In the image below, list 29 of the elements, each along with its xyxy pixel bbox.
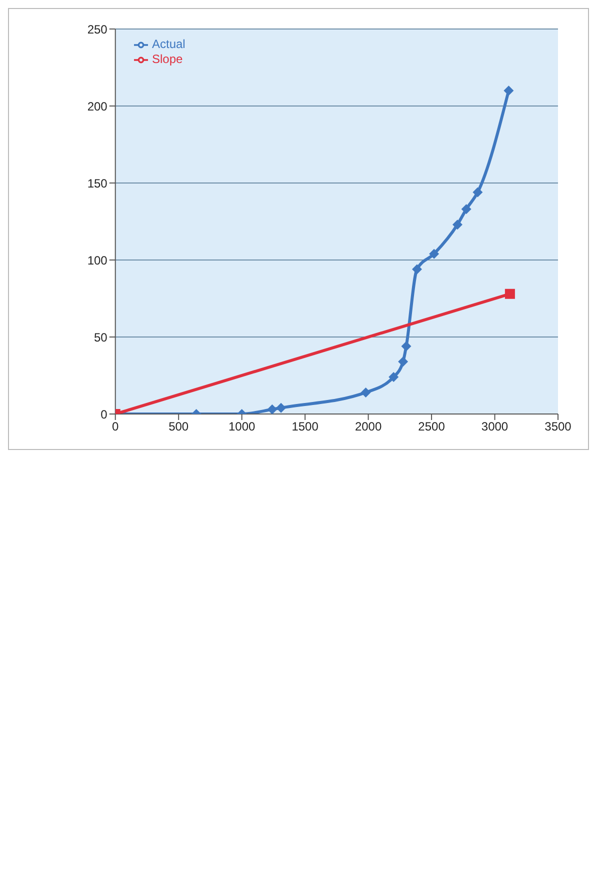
x-tick-label: 3500 (544, 420, 572, 434)
y-tick-label: 0 (100, 407, 108, 422)
y-tick-label: 200 (87, 99, 108, 114)
y-tick-label: 50 (94, 330, 108, 344)
legend-label: Actual (152, 37, 186, 51)
x-tick-label: 2000 (354, 420, 382, 434)
point (504, 288, 515, 299)
point (360, 387, 371, 398)
point (504, 86, 514, 96)
y-tick-label: 150 (87, 176, 108, 190)
x-tick-label: 1000 (228, 420, 256, 434)
point (276, 402, 286, 413)
point (388, 372, 399, 382)
point (461, 204, 472, 214)
point (401, 341, 412, 352)
x-tick-label: 1500 (292, 420, 319, 434)
x-tick-label: 3000 (481, 420, 508, 434)
x-tick-label: 2500 (418, 420, 446, 434)
x-tick-label: 500 (168, 420, 189, 434)
point (429, 248, 440, 259)
legend-label: Slope (152, 52, 183, 66)
y-tick-label: 250 (87, 22, 108, 36)
point (472, 187, 483, 198)
x-tick-label: 0 (112, 420, 120, 434)
point (452, 220, 462, 230)
point (412, 264, 422, 274)
point (267, 404, 278, 414)
y-tick-label: 100 (87, 253, 108, 268)
point (398, 356, 408, 367)
